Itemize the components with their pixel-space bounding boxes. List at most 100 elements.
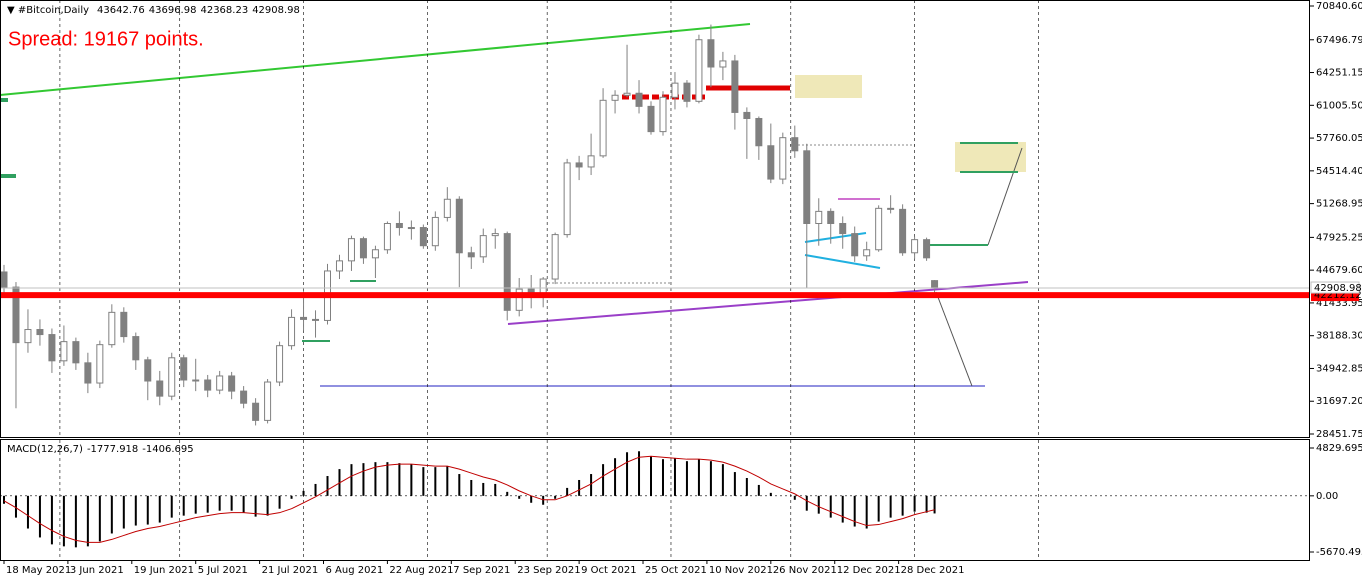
candle-body — [264, 381, 272, 421]
candle-body — [551, 234, 559, 280]
symbol-title: #Bitcoin,Daily — [18, 5, 89, 16]
candle-body — [683, 82, 691, 102]
macd-bar — [74, 495, 77, 548]
macd-bar — [350, 464, 353, 496]
channel-line — [804, 254, 881, 269]
candle-body — [312, 318, 320, 321]
x-tick-label: 7 Sep 2021 — [453, 565, 510, 576]
macd-label: MACD(12,26,7) — [7, 444, 83, 455]
candle-body — [228, 375, 236, 392]
candle-body — [72, 341, 80, 364]
candle-body — [731, 60, 739, 113]
macd-bar — [745, 478, 748, 496]
macd-bar — [182, 495, 185, 516]
candle-body — [431, 216, 439, 247]
candle-body — [695, 39, 703, 102]
x-tick-label: 10 Nov 2021 — [709, 565, 773, 576]
macd-bar — [86, 495, 89, 547]
candle-body — [575, 162, 583, 168]
macd-bar — [829, 495, 832, 518]
candle-body — [899, 208, 907, 254]
macd-bar — [805, 495, 808, 511]
x-tick-label: 28 Dec 2021 — [901, 565, 965, 576]
candle-body — [455, 198, 463, 254]
macd-bar — [554, 495, 557, 499]
macd-bar — [518, 495, 521, 499]
candle-body — [168, 357, 176, 397]
y-tick-label: 0.00 — [1316, 491, 1338, 502]
macd-bar — [158, 495, 161, 523]
y-tick-label: 67496.79 — [1316, 35, 1362, 46]
macd-bar — [578, 479, 581, 496]
macd-header: MACD(12,26,7) -1777.918 -1406.695 — [7, 444, 194, 455]
y-tick-label: 51268.95 — [1316, 199, 1362, 210]
trend-line — [0, 23, 751, 96]
macd-bar — [410, 464, 413, 496]
header-close: 42908.98 — [252, 5, 300, 16]
candle-body — [0, 271, 8, 288]
macd-bar — [242, 495, 245, 513]
candle-body — [755, 117, 763, 147]
y-tick-label: 70840.60 — [1316, 1, 1362, 12]
macd-bar — [422, 467, 425, 496]
candle-body — [60, 341, 68, 362]
macd-bar — [757, 484, 760, 496]
x-tick-label: 23 Sep 2021 — [517, 565, 580, 576]
candle-body — [252, 402, 260, 421]
candle-body — [743, 111, 751, 119]
x-tick-label: 22 Aug 2021 — [389, 565, 453, 576]
macd-bar — [470, 479, 473, 496]
macd-bar — [614, 458, 617, 496]
macd-bar — [386, 462, 389, 496]
menu-arrow: ▼ — [7, 5, 18, 16]
candle-body — [467, 252, 475, 258]
candle-body — [911, 239, 919, 254]
x-tick-label: 6 Aug 2021 — [326, 565, 384, 576]
candle-body — [875, 207, 883, 251]
macd-bar — [626, 452, 629, 496]
level-label: 42212.12 — [1314, 290, 1362, 301]
candle-body — [635, 92, 643, 107]
macd-bar — [170, 495, 173, 518]
y-tick-label: 28451.75 — [1316, 429, 1362, 440]
x-tick-label: 3 Jun 2021 — [70, 565, 124, 576]
candle-body — [719, 60, 727, 68]
x-tick-label: 18 May 2021 — [6, 565, 71, 576]
y-tick-label: 54514.40 — [1316, 166, 1362, 177]
header-high: 43696.98 — [149, 5, 197, 16]
macd-bar — [122, 495, 125, 529]
macd-bar — [673, 458, 676, 496]
candle-body — [288, 316, 296, 347]
macd-bar — [482, 482, 485, 496]
candle-body — [659, 96, 667, 133]
macd-bar — [841, 495, 844, 523]
y-tick-label: 64251.15 — [1316, 68, 1362, 79]
macd-bar — [590, 474, 593, 496]
macd-bar — [865, 495, 868, 529]
candle-body — [931, 280, 939, 289]
main-frame — [0, 0, 1310, 438]
macd-bar — [398, 463, 401, 496]
candle-body — [132, 336, 140, 361]
candle-body — [779, 137, 787, 180]
macd-value: -1777.918 — [87, 444, 138, 455]
macd-bar — [218, 495, 221, 511]
candle-body — [587, 155, 595, 168]
x-tick-label: 21 Jul 2021 — [262, 565, 319, 576]
macd-bar — [362, 463, 365, 496]
candle-body — [671, 82, 679, 98]
candle-body — [407, 227, 415, 230]
header-open: 43642.76 — [97, 5, 145, 16]
macd-bar — [314, 483, 317, 496]
macd-bar — [913, 495, 916, 512]
candle-body — [347, 238, 355, 262]
candle-body — [192, 379, 200, 382]
signal-value: -1406.695 — [142, 444, 193, 455]
x-tick-label: 26 Nov 2021 — [773, 565, 837, 576]
macd-bar — [110, 495, 113, 534]
candle-body — [12, 286, 20, 344]
candle-body — [335, 260, 343, 272]
candle-body — [767, 145, 775, 180]
macd-bar — [278, 495, 281, 509]
